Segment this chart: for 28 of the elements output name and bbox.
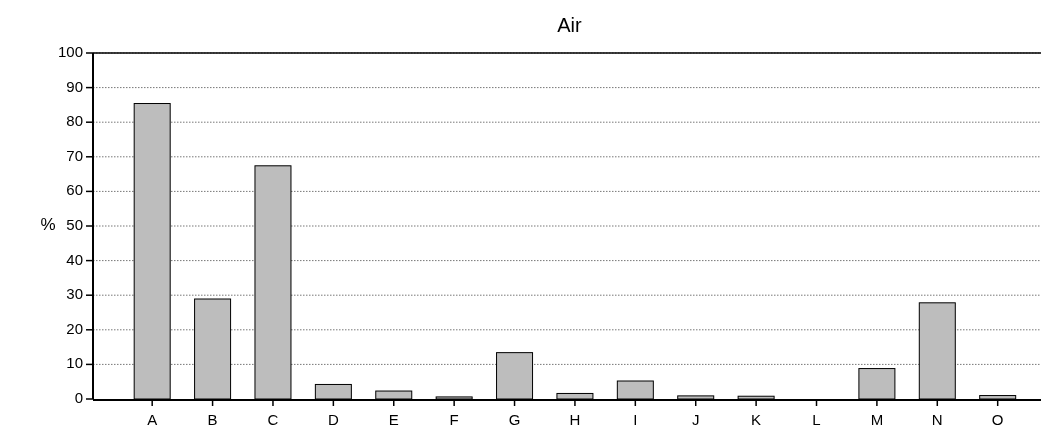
y-axis-title: % <box>40 215 56 235</box>
y-tick-label: 0 <box>74 388 83 406</box>
y-tick-label: 90 <box>66 77 83 95</box>
x-tick-label: J <box>691 411 700 428</box>
y-tick-label: 40 <box>66 250 83 268</box>
y-tick-label: 20 <box>66 319 83 337</box>
x-tick-label: E <box>388 411 399 428</box>
y-tick-label: 50 <box>66 215 83 233</box>
y-tick-label: 70 <box>66 146 83 164</box>
chart-title: Air <box>557 14 583 36</box>
x-tick-label: C <box>267 411 279 428</box>
y-tick-label: 80 <box>66 112 83 130</box>
y-tick-label: 100 <box>57 42 83 60</box>
x-tick-label: K <box>751 411 762 428</box>
x-tick-label: B <box>207 411 218 428</box>
x-tick-label: G <box>508 411 521 428</box>
x-tick-label: N <box>931 411 943 428</box>
x-tick-label: A <box>147 411 158 428</box>
x-tick-label: I <box>633 411 638 428</box>
y-tick-label: 10 <box>66 354 83 372</box>
x-tick-label: D <box>327 411 339 428</box>
x-tick-label: H <box>569 411 581 428</box>
x-tick-label: L <box>812 411 821 428</box>
y-tick-label: 60 <box>66 181 83 199</box>
y-tick-label: 30 <box>66 285 83 303</box>
x-tick-label: F <box>449 411 459 428</box>
x-tick-label: O <box>991 411 1004 428</box>
x-tick-label: M <box>870 411 884 428</box>
